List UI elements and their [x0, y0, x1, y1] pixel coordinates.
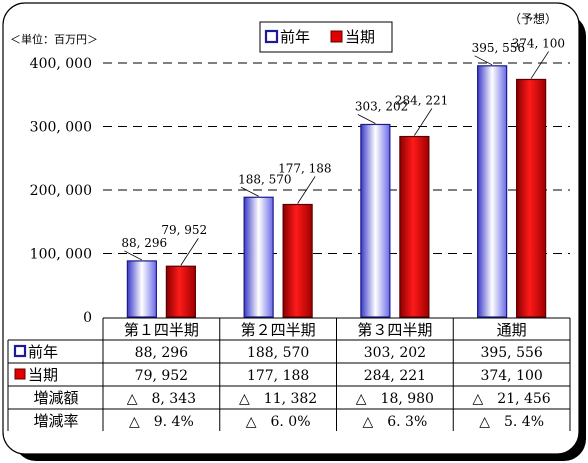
data-label-curr: 79, 952 — [161, 223, 207, 237]
label-leader — [297, 176, 316, 204]
legend-prev-swatch — [264, 29, 279, 44]
bar-curr — [399, 135, 430, 318]
category-label: 第３四半期 — [357, 321, 432, 339]
legend-box — [259, 21, 393, 53]
label-leader — [357, 114, 376, 124]
row-label: 当期 — [28, 366, 58, 384]
table-cell: 374, 100 — [480, 368, 542, 384]
label-leader — [180, 238, 199, 266]
table-cell: △ 8, 343 — [127, 391, 196, 407]
y-tick-label: 400, 000 — [30, 56, 92, 72]
table-cell: 284, 221 — [364, 368, 426, 384]
bar-prev — [360, 123, 391, 318]
y-tick-label: 300, 000 — [30, 120, 92, 136]
bar-prev — [126, 260, 157, 318]
data-label-prev: 88, 296 — [121, 236, 167, 250]
category-label: 第１四半期 — [124, 321, 199, 339]
table-cell: △ 18, 980 — [356, 391, 434, 407]
table-cell: 303, 202 — [364, 345, 426, 361]
data-label-prev: 303, 202 — [355, 99, 408, 113]
y-tick-label: 0 — [83, 310, 92, 326]
legend-curr-swatch — [330, 30, 343, 43]
table-cell: △ 5. 4% — [479, 414, 544, 430]
table-cell: 188, 570 — [247, 345, 309, 361]
bar-curr — [282, 203, 313, 318]
legend: 前年 当期 — [259, 21, 393, 53]
row-prev-marker — [13, 344, 27, 358]
unit-label: ＜単位：百万円＞ — [10, 32, 98, 46]
table-cell: △ 11, 382 — [239, 391, 317, 407]
forecast-note: （予想） — [509, 11, 557, 26]
row-curr-marker — [14, 368, 26, 380]
table-cell: 88, 296 — [135, 345, 189, 361]
y-tick-label: 200, 000 — [30, 183, 92, 199]
y-tick-label: 100, 000 — [30, 247, 92, 263]
table-cell: △ 21, 456 — [473, 391, 551, 407]
label-leader — [240, 186, 259, 197]
row-label: 前年 — [28, 343, 58, 361]
label-leader — [414, 108, 433, 136]
table-cell: 79, 952 — [135, 368, 188, 384]
label-leader — [530, 51, 549, 79]
category-label: 通期 — [497, 321, 527, 339]
row-label: 増減額 — [33, 389, 78, 407]
bar-prev — [477, 65, 508, 318]
table-cell: 395, 556 — [480, 345, 542, 361]
data-label-curr: 177, 188 — [278, 161, 331, 175]
category-label: 第２四半期 — [241, 321, 316, 339]
data-label-curr: 374, 100 — [512, 36, 565, 50]
label-leader — [474, 55, 493, 66]
data-label-prev: 188, 570 — [238, 172, 291, 186]
table-cell: △ 6. 0% — [246, 414, 311, 430]
bar-prev — [243, 196, 274, 318]
table-cell: △ 9. 4% — [129, 414, 194, 430]
bar-curr — [516, 78, 547, 318]
row-label: 増減率 — [33, 412, 78, 430]
data-label-prev: 395, 556 — [472, 41, 525, 55]
data-label-curr: 284, 221 — [395, 94, 448, 108]
legend-curr-label: 当期 — [345, 28, 375, 46]
legend-prev-label: 前年 — [280, 28, 310, 46]
bar-curr — [165, 265, 196, 318]
table-cell: △ 6. 3% — [362, 414, 427, 430]
label-leader — [124, 250, 143, 261]
table-cell: 177, 188 — [247, 368, 309, 384]
